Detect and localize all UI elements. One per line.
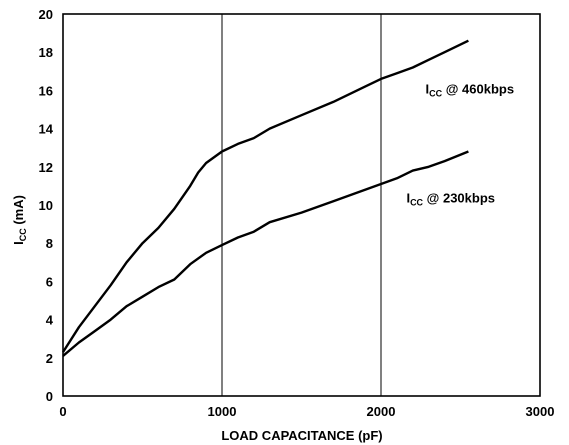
y-tick-label: 18 — [39, 45, 53, 60]
y-tick-labels: 0 2 4 6 8 10 12 14 16 18 20 — [39, 7, 54, 404]
y-tick-label: 14 — [39, 122, 54, 137]
y-tick-label: 12 — [39, 160, 53, 175]
plot-frame — [62, 13, 541, 397]
x-tick-label: 1000 — [208, 404, 237, 419]
series-lines — [61, 39, 469, 357]
y-tick-label: 6 — [46, 274, 53, 289]
y-tick-label: 16 — [39, 83, 53, 98]
series-labels: ICC @ 460kbps ICC @ 230kbps — [406, 81, 514, 207]
series-line-2 — [62, 150, 469, 357]
x-tick-label: 3000 — [526, 404, 555, 419]
x-axis-title: LOAD CAPACITANCE (pF) — [221, 428, 382, 443]
series-label-1: ICC @ 460kbps — [426, 81, 515, 98]
y-tick-label: 10 — [39, 198, 53, 213]
series-line-1 — [61, 39, 469, 353]
y-tick-label: 20 — [39, 7, 53, 22]
grid-lines — [221, 14, 382, 396]
x-tick-labels: 0 1000 2000 3000 — [59, 404, 554, 419]
x-tick-label: 0 — [59, 404, 66, 419]
series-label-2: ICC @ 230kbps — [406, 190, 495, 207]
y-tick-label: 2 — [46, 351, 53, 366]
y-tick-label: 8 — [46, 236, 53, 251]
y-tick-label: 0 — [46, 389, 53, 404]
x-tick-label: 2000 — [367, 404, 396, 419]
y-tick-label: 4 — [46, 313, 54, 328]
y-axis-title: ICC (mA) — [11, 195, 28, 245]
